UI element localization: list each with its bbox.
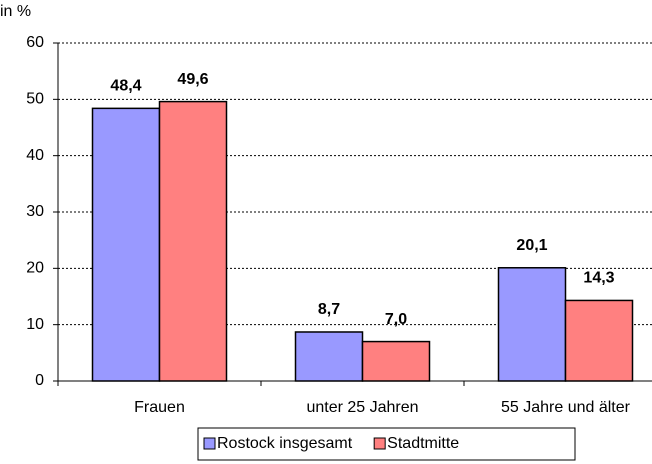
bar	[158, 100, 228, 382]
bar	[497, 267, 567, 382]
legend-label: Stadtmitte	[387, 435, 459, 452]
bar	[564, 299, 634, 382]
x-tick-label: unter 25 Jahren	[306, 399, 418, 416]
value-label: 48,4	[110, 78, 141, 95]
y-tick-label: 30	[26, 203, 44, 220]
y-tick-label: 60	[26, 34, 44, 51]
legend-label: Rostock insgesamt	[217, 435, 353, 452]
value-label: 7,0	[385, 311, 407, 328]
legend-swatch	[203, 437, 216, 450]
y-tick-label: 50	[26, 91, 44, 108]
y-axis-label: in %	[0, 3, 31, 20]
bar	[91, 107, 161, 382]
x-tick-label: 55 Jahre und älter	[501, 399, 631, 416]
value-label: 49,6	[177, 71, 208, 88]
legend-box	[197, 427, 576, 461]
value-label: 8,7	[318, 301, 340, 318]
value-label: 20,1	[516, 237, 547, 254]
y-tick-label: 40	[26, 147, 44, 164]
y-tick-label: 10	[26, 316, 44, 333]
x-tick-label: Frauen	[134, 399, 185, 416]
bar	[294, 331, 364, 382]
legend-swatch	[373, 437, 386, 450]
value-label: 14,3	[583, 270, 614, 287]
bar	[361, 340, 431, 382]
y-tick-label: 20	[26, 260, 44, 277]
y-tick-label: 0	[35, 372, 44, 389]
